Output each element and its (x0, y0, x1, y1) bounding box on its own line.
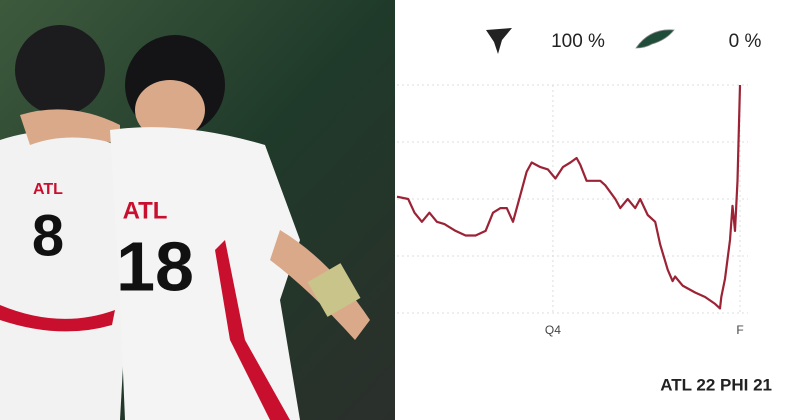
team-logo (486, 28, 512, 54)
x-tick-label: F (736, 323, 743, 337)
logos (486, 28, 675, 54)
jersey-text: ATL (33, 181, 63, 198)
jersey-number: 18 (116, 227, 194, 305)
team-percentage: 0 % (729, 31, 762, 52)
arm (20, 109, 120, 145)
player-back (0, 131, 125, 420)
jersey-number: 8 (32, 203, 64, 268)
team-logo (635, 29, 675, 49)
face (135, 80, 205, 140)
stripe (215, 240, 290, 420)
team-percentage: 100 % (551, 31, 605, 52)
photo: ATL 8 ATL 18 (0, 0, 395, 420)
final-score: ATL 22 PHI 21 (660, 375, 772, 394)
jersey-text: ATL (123, 197, 168, 224)
x-tick-label: Q4 (545, 323, 561, 337)
helmet (15, 25, 105, 115)
win-probability-line (396, 84, 742, 310)
stripe (0, 305, 115, 332)
wristband (307, 263, 361, 317)
player-front (110, 127, 300, 420)
